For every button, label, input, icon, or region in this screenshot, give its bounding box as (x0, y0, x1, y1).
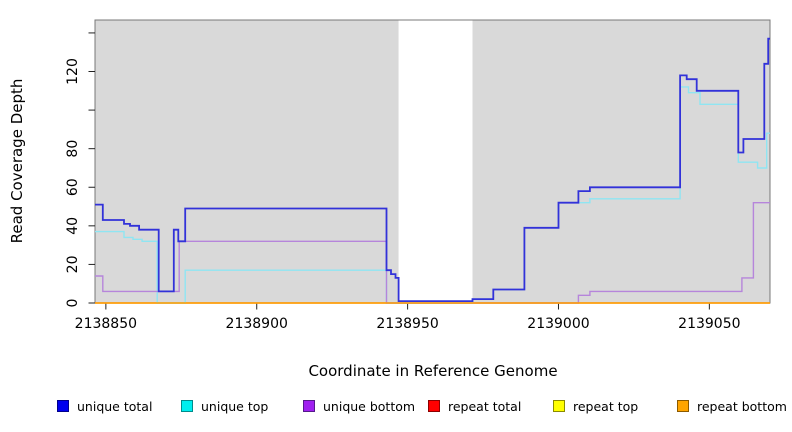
x-axis-tick-label: 2139050 (678, 316, 740, 332)
y-axis-tick-label: 60 (65, 178, 81, 196)
legend-item-unique-bottom: unique bottom (303, 398, 416, 414)
x-axis-tick-label: 2138900 (226, 316, 288, 332)
y-axis-tick-label: 120 (65, 58, 81, 85)
y-axis-tick-label: 40 (65, 217, 81, 235)
x-axis-title: Coordinate in Reference Genome (308, 362, 558, 380)
legend-swatch-repeat-bottom (677, 400, 689, 412)
legend-swatch-repeat-top (553, 400, 565, 412)
legend-label: unique top (201, 398, 269, 414)
legend-label: repeat total (448, 398, 522, 414)
legend-swatch-unique-bottom (303, 400, 315, 412)
legend-label: repeat bottom (697, 398, 787, 414)
legend-swatch-unique-top (181, 400, 193, 412)
legend-label: unique total (77, 398, 153, 414)
legend-swatch-repeat-total (428, 400, 440, 412)
series-line-unique-total (95, 37, 770, 302)
chart-legend: unique total unique top unique bottom repea… (0, 399, 792, 417)
y-axis-title: Read Coverage Depth (8, 78, 26, 244)
x-axis-tick-label: 2138850 (75, 316, 137, 332)
legend-item-unique-total: unique total (57, 398, 153, 414)
series-line-unique-bottom (95, 202, 770, 304)
y-axis-tick-label: 80 (65, 140, 81, 158)
x-axis-tick-label: 2138950 (376, 316, 438, 332)
legend-swatch-unique-total (57, 400, 69, 412)
masked-region (398, 20, 473, 303)
legend-item-repeat-total: repeat total (428, 398, 522, 414)
y-axis-tick-label: 0 (65, 299, 81, 308)
legend-item-unique-top: unique top (181, 398, 269, 414)
legend-label: repeat top (573, 398, 639, 414)
legend-item-repeat-top: repeat top (553, 398, 639, 414)
legend-item-repeat-bottom: repeat bottom (677, 398, 787, 414)
y-axis-tick-label: 20 (65, 256, 81, 274)
legend-label: unique bottom (323, 398, 416, 414)
x-axis-tick-label: 2139000 (527, 316, 589, 332)
